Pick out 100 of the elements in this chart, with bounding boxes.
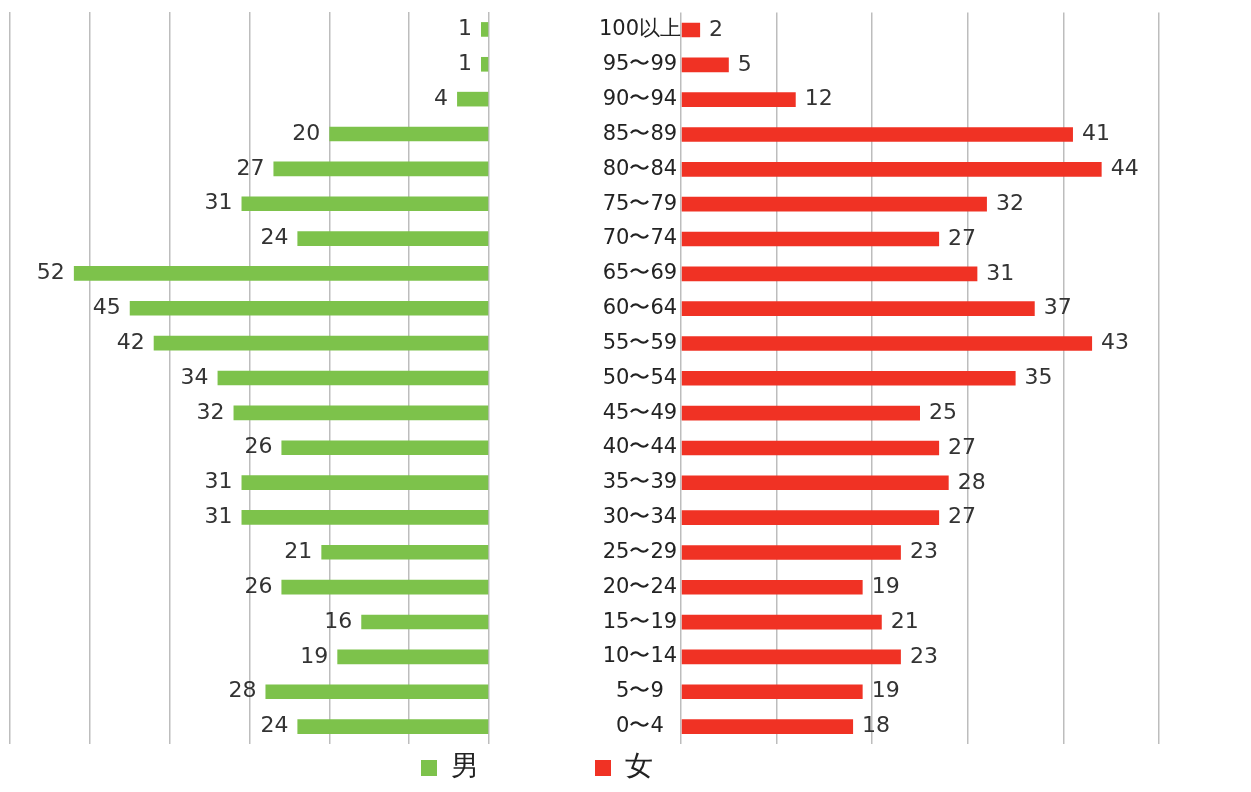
data-label: 19 bbox=[871, 677, 900, 703]
data-label: 4 bbox=[434, 84, 449, 110]
y-tick-label: 0〜4 bbox=[616, 713, 664, 738]
data-label: 24 bbox=[260, 712, 289, 738]
data-label: 2 bbox=[709, 15, 724, 41]
data-label: 52 bbox=[36, 259, 65, 285]
data-label: 21 bbox=[284, 538, 313, 563]
data-label: 45 bbox=[92, 294, 121, 319]
bar bbox=[681, 370, 1016, 386]
y-tick-label: 65〜69 bbox=[602, 260, 678, 285]
data-label: 28 bbox=[957, 468, 986, 494]
data-label: 5 bbox=[737, 50, 752, 76]
bar bbox=[321, 544, 489, 560]
bar bbox=[153, 335, 489, 351]
bar bbox=[329, 126, 489, 142]
data-label: 21 bbox=[890, 607, 919, 633]
bar bbox=[273, 161, 489, 177]
bar bbox=[481, 56, 489, 72]
legend-label: 男 bbox=[451, 749, 479, 783]
bar bbox=[241, 475, 489, 490]
y-tick-label: 55〜59 bbox=[602, 329, 678, 354]
y-tick-label: 45〜49 bbox=[602, 399, 678, 424]
y-tick-label: 20〜24 bbox=[602, 573, 678, 598]
bar bbox=[681, 196, 987, 212]
bar bbox=[681, 92, 796, 107]
data-label: 28 bbox=[228, 677, 257, 703]
bar bbox=[217, 370, 489, 386]
bar bbox=[681, 475, 949, 491]
bar bbox=[681, 510, 940, 525]
data-label: 19 bbox=[300, 642, 329, 668]
data-label: 19 bbox=[871, 572, 900, 598]
bar bbox=[681, 684, 863, 700]
y-tick-label: 70〜74 bbox=[602, 225, 678, 250]
bar bbox=[281, 440, 489, 456]
y-tick-label: 10〜14 bbox=[602, 643, 678, 668]
data-label: 32 bbox=[995, 189, 1024, 215]
data-label: 31 bbox=[204, 189, 233, 215]
bar bbox=[73, 266, 489, 281]
bar bbox=[265, 684, 489, 700]
y-tick-label: 95〜99 bbox=[602, 51, 678, 76]
data-label: 23 bbox=[909, 538, 938, 564]
bar bbox=[129, 300, 489, 316]
bar bbox=[241, 510, 489, 525]
y-tick-label: 80〜84 bbox=[602, 155, 678, 180]
bar bbox=[233, 405, 489, 421]
y-tick-label: 30〜34 bbox=[602, 504, 678, 529]
bar bbox=[681, 405, 920, 421]
data-label: 27 bbox=[948, 224, 977, 250]
data-label: 26 bbox=[244, 433, 273, 459]
bar bbox=[681, 231, 940, 247]
data-label: 18 bbox=[862, 712, 891, 738]
data-label: 43 bbox=[1101, 329, 1130, 355]
bar bbox=[297, 231, 489, 246]
data-label: 25 bbox=[929, 398, 957, 424]
data-label: 35 bbox=[1024, 364, 1053, 390]
data-label: 16 bbox=[324, 607, 353, 633]
bar bbox=[681, 614, 882, 630]
bar bbox=[681, 266, 978, 282]
data-label: 27 bbox=[948, 503, 977, 529]
bar bbox=[297, 719, 489, 734]
data-label: 24 bbox=[260, 224, 289, 250]
bar bbox=[681, 127, 1073, 142]
bar bbox=[681, 545, 901, 560]
data-label: 37 bbox=[1043, 294, 1072, 320]
bar bbox=[457, 91, 489, 107]
bar bbox=[681, 440, 940, 456]
data-label: 32 bbox=[196, 398, 225, 424]
bar bbox=[241, 196, 489, 212]
bar bbox=[681, 649, 901, 665]
bar bbox=[337, 649, 489, 665]
y-tick-label: 40〜44 bbox=[602, 434, 678, 459]
bar bbox=[361, 614, 489, 630]
bar bbox=[481, 22, 489, 37]
bar bbox=[681, 719, 854, 734]
bar bbox=[681, 22, 701, 38]
data-label: 27 bbox=[236, 154, 265, 180]
data-label: 41 bbox=[1081, 120, 1110, 146]
data-label: 31 bbox=[986, 259, 1015, 285]
data-label: 1 bbox=[458, 50, 473, 75]
data-label: 44 bbox=[1110, 155, 1139, 181]
data-label: 12 bbox=[804, 85, 833, 111]
data-label: 31 bbox=[204, 468, 233, 494]
data-label: 23 bbox=[909, 642, 938, 668]
bar bbox=[681, 579, 863, 595]
legend-label: 女 bbox=[625, 749, 653, 783]
y-tick-label: 90〜94 bbox=[602, 86, 678, 111]
y-tick-label: 85〜89 bbox=[602, 120, 678, 145]
bar bbox=[681, 57, 729, 73]
y-tick-label: 100以上 bbox=[598, 16, 682, 41]
data-label: 20 bbox=[292, 119, 321, 145]
bar bbox=[681, 162, 1102, 177]
y-tick-label: 35〜39 bbox=[602, 469, 678, 494]
y-tick-label: 60〜64 bbox=[602, 295, 678, 320]
data-label: 34 bbox=[180, 363, 209, 389]
y-tick-label: 75〜79 bbox=[602, 190, 678, 215]
data-label: 31 bbox=[204, 503, 233, 529]
bar bbox=[281, 579, 489, 595]
bar bbox=[681, 301, 1035, 316]
bar bbox=[681, 336, 1093, 351]
data-label: 27 bbox=[948, 433, 977, 459]
